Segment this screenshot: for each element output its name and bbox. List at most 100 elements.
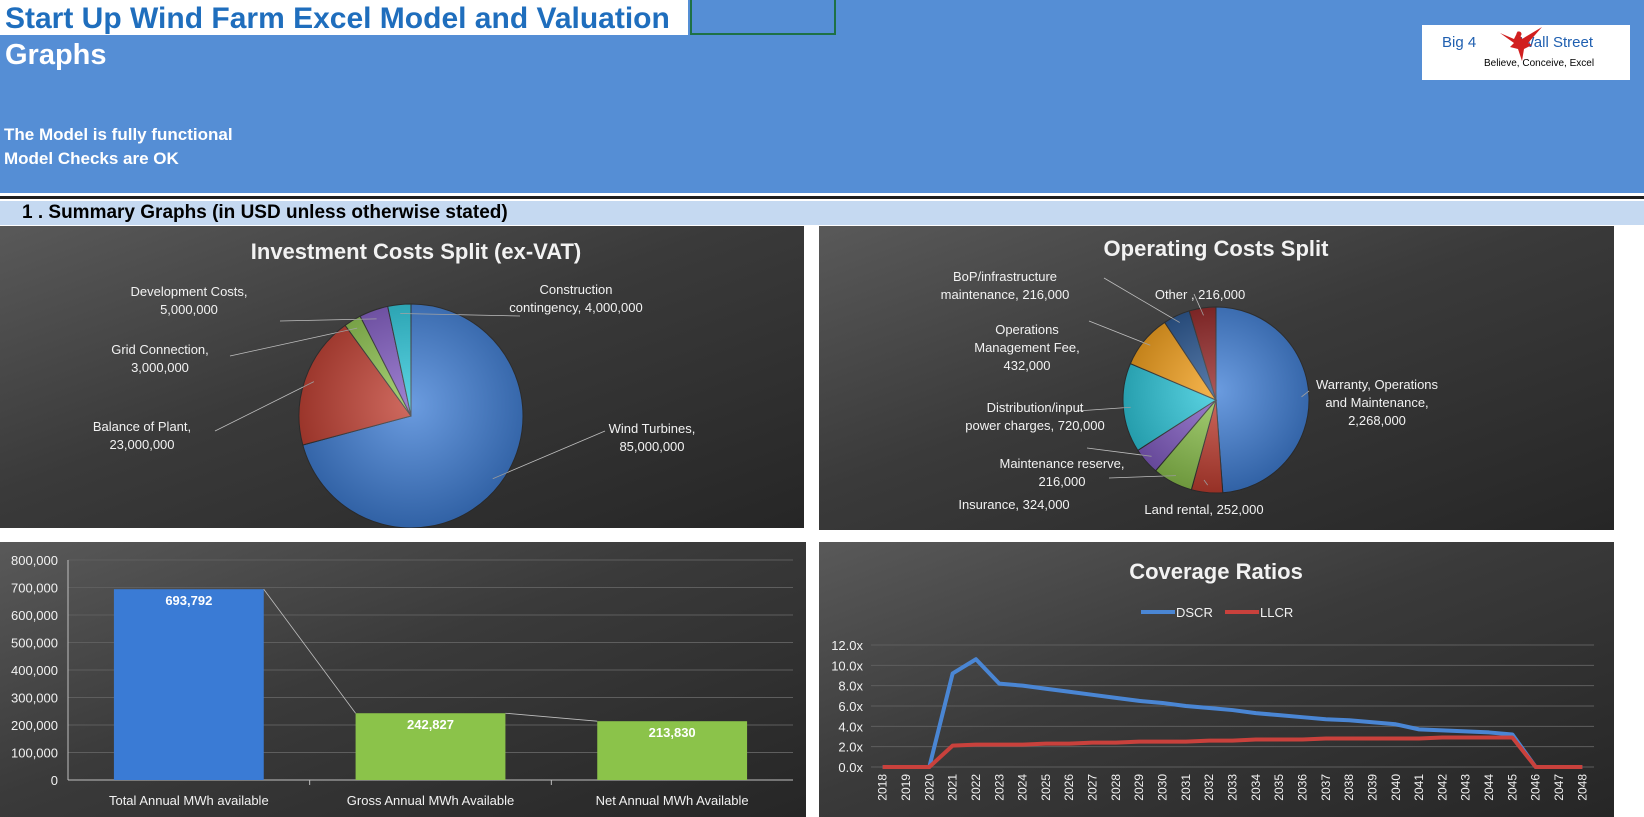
data-label-development-costs: Development Costs,	[130, 284, 247, 299]
data-label-grid-connection: 3,000,000	[131, 360, 189, 375]
y-tick-label: 4.0x	[838, 719, 863, 734]
y-tick-label: 700,000	[11, 581, 58, 596]
data-label-warranty-operations-and-maintenance: and Maintenance,	[1325, 395, 1428, 410]
data-label-maintenance-reserve: 216,000	[1039, 474, 1086, 489]
data-label-bop-infrastructure-maintenance: BoP/infrastructure	[953, 269, 1057, 284]
data-label-maintenance-reserve: Maintenance reserve,	[999, 456, 1124, 471]
x-tick-label: 2032	[1202, 774, 1216, 801]
y-tick-label: 600,000	[11, 608, 58, 623]
bar-net-annual-mwh-available	[597, 721, 748, 780]
x-tick-label: 2020	[922, 774, 936, 801]
model-status-line: The Model is fully functional	[4, 125, 233, 144]
data-label-operations-management-fee: 432,000	[1004, 358, 1051, 373]
y-tick-label: 100,000	[11, 746, 58, 761]
data-label-development-costs: 5,000,000	[160, 302, 218, 317]
x-tick-label: 2034	[1249, 774, 1263, 801]
x-tick-label: 2048	[1575, 774, 1589, 801]
legend-label-llcr: LLCR	[1260, 605, 1293, 620]
section-divider	[0, 196, 1644, 199]
annual-mwh-chart[interactable]: 0 100,000 200,000 300,000 400,000 500,000 600,…	[0, 542, 806, 817]
logo-brand-text: Big 4 Wall Street	[1442, 34, 1593, 51]
x-tick-label: 2031	[1179, 774, 1193, 801]
x-tick-label: 2026	[1062, 774, 1076, 801]
x-tick-label: 2041	[1412, 774, 1426, 801]
data-label-distribution-input-power-charges: power charges, 720,000	[965, 418, 1104, 433]
pie-slice-warranty-operations-and-maintenance	[1215, 306, 1310, 494]
bar-total-annual-mwh-available	[113, 589, 264, 780]
x-category-label: Net Annual MWh Available	[596, 793, 749, 808]
data-label-other: Other , 216,000	[1155, 287, 1245, 302]
y-tick-label: 400,000	[11, 663, 58, 678]
y-tick-label: 0	[51, 773, 58, 788]
x-tick-label: 2018	[876, 774, 890, 801]
data-label-balance-of-plant: 23,000,000	[109, 437, 174, 452]
chart-title: Investment Costs Split (ex-VAT)	[251, 239, 581, 264]
x-tick-label: 2037	[1319, 774, 1333, 801]
model-checks-line: Model Checks are OK	[4, 149, 179, 168]
legend-label-dscr: DSCR	[1176, 605, 1213, 620]
data-label-construction-contingency: Construction	[540, 282, 613, 297]
y-tick-label: 500,000	[11, 636, 58, 651]
y-tick-label: 12.0x	[831, 638, 863, 653]
title-cell	[0, 0, 688, 35]
company-logo: Big 4 Wall Street Believe, Conceive, Exce…	[1422, 25, 1630, 80]
page-title: Start Up Wind Farm Excel Model and Valua…	[5, 2, 670, 35]
x-tick-label: 2023	[992, 774, 1006, 801]
investment-costs-chart[interactable]: Investment Costs Split (ex-VAT) Wind Turb…	[0, 226, 804, 528]
operating-costs-chart[interactable]: Operating Costs Split Warranty, Operation…	[819, 226, 1614, 530]
x-category-label: Gross Annual MWh Available	[347, 793, 514, 808]
data-label-wind-turbines: 85,000,000	[619, 439, 684, 454]
data-label-wind-turbines: Wind Turbines,	[609, 421, 696, 436]
data-label-warranty-operations-and-maintenance: Warranty, Operations	[1316, 377, 1439, 392]
x-tick-label: 2024	[1016, 774, 1030, 801]
logo-tagline: Believe, Conceive, Excel	[1484, 58, 1595, 69]
coverage-ratios-chart[interactable]: Coverage Ratios DSCR LLCR 0.0x 2.0x 4.0x 6.0x 8…	[819, 542, 1614, 817]
leader-line-operations-management-fee	[1088, 320, 1151, 346]
x-tick-label: 2025	[1039, 774, 1053, 801]
data-label-operations-management-fee: Management Fee,	[974, 340, 1080, 355]
annual-mwh-bar-svg: 0 100,000 200,000 300,000 400,000 500,000 600,…	[11, 553, 793, 808]
x-tick-label: 2027	[1086, 774, 1100, 801]
x-tick-label: 2042	[1435, 774, 1449, 801]
bar-value-label: 242,827	[407, 717, 454, 732]
investment-pie-svg: Investment Costs Split (ex-VAT) Wind Turb…	[93, 239, 696, 528]
data-label-balance-of-plant: Balance of Plant,	[93, 419, 191, 434]
x-tick-label: 2028	[1109, 774, 1123, 801]
x-category-label: Total Annual MWh available	[109, 793, 269, 808]
section-title: 1 . Summary Graphs (in USD unless otherw…	[22, 202, 508, 223]
data-label-insurance: Insurance, 324,000	[958, 497, 1069, 512]
data-label-land-rental: Land rental, 252,000	[1144, 502, 1263, 517]
x-tick-label: 2021	[946, 774, 960, 801]
connector-line	[505, 712, 598, 722]
chart-title: Coverage Ratios	[1129, 559, 1303, 584]
eagle-icon	[1500, 27, 1542, 61]
y-tick-label: 2.0x	[838, 740, 863, 755]
x-tick-label: 2029	[1132, 774, 1146, 801]
x-tick-label: 2046	[1529, 774, 1543, 801]
data-label-operations-management-fee: Operations	[995, 322, 1059, 337]
data-label-construction-contingency: contingency, 4,000,000	[509, 300, 642, 315]
x-tick-label: 2022	[969, 774, 983, 801]
bar-value-label: 693,792	[165, 593, 212, 608]
series-line-llcr	[882, 735, 1583, 769]
x-tick-label: 2036	[1295, 774, 1309, 801]
x-tick-label: 2030	[1156, 774, 1170, 801]
leader-line-distribution-input-power-charges	[1076, 406, 1131, 412]
section-band	[0, 201, 1644, 225]
data-label-grid-connection: Grid Connection,	[111, 342, 209, 357]
connector-line	[263, 588, 356, 714]
chart-title: Operating Costs Split	[1104, 236, 1330, 261]
y-tick-label: 800,000	[11, 553, 58, 568]
y-tick-label: 300,000	[11, 691, 58, 706]
page-subtitle: Graphs	[5, 39, 107, 71]
x-tick-label: 2043	[1459, 774, 1473, 801]
y-tick-label: 0.0x	[838, 760, 863, 775]
data-label-warranty-operations-and-maintenance: 2,268,000	[1348, 413, 1406, 428]
selected-cell[interactable]	[690, 0, 836, 35]
y-tick-label: 8.0x	[838, 679, 863, 694]
x-tick-label: 2040	[1389, 774, 1403, 801]
x-tick-label: 2019	[899, 774, 913, 801]
bar-gross-annual-mwh-available	[355, 713, 506, 780]
leader-line-balance-of-plant	[214, 381, 315, 432]
series-line-dscr	[882, 657, 1583, 769]
